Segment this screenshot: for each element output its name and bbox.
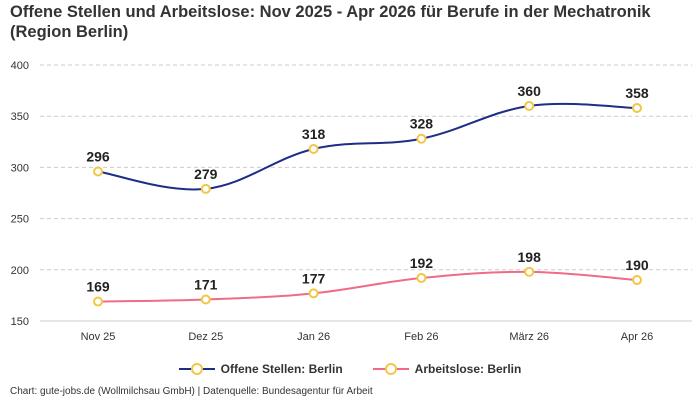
data-point[interactable] [524,100,535,111]
legend-item-offene-stellen[interactable]: Offene Stellen: Berlin [178,362,343,376]
data-point[interactable] [416,133,427,144]
legend-label-series2: Arbeitslose: Berlin [414,362,522,376]
data-point[interactable] [632,275,642,286]
series-line-1 [97,102,638,191]
legend-item-arbeitslose[interactable]: Arbeitslose: Berlin [372,362,522,376]
series-points [93,100,642,307]
data-label: 190 [625,257,649,273]
x-tick-label: Dez 25 [188,331,223,343]
data-label: 279 [194,166,218,182]
data-label: 192 [410,255,434,271]
x-tick-label: Feb 26 [404,331,438,343]
legend-label-series1: Offene Stellen: Berlin [220,362,343,376]
line-chart: 150 200 250 300 350 400 Nov 25 Dez 25 Jan 26 Feb… [11,60,692,343]
data-point[interactable] [416,272,427,283]
data-label: 360 [518,83,542,99]
x-tick-label: Jan 26 [297,331,330,343]
data-label: 318 [302,126,326,142]
data-label: 328 [410,116,434,132]
data-label: 358 [625,85,649,101]
legend-swatch-series1 [178,363,215,375]
legend-swatch-series2 [372,363,409,375]
x-axis-ticks: Nov 25 Dez 25 Jan 26 Feb 26 März 26 Apr 26 [81,331,654,343]
y-tick-label: 400 [11,60,29,72]
y-tick-label: 300 [11,162,29,174]
data-point[interactable] [93,166,103,177]
data-point[interactable] [524,266,535,277]
series-lines [97,102,638,303]
series-line-2 [97,270,638,303]
data-label: 177 [302,270,326,286]
data-point[interactable] [93,296,103,307]
x-tick-label: März 26 [509,331,549,343]
data-point[interactable] [200,183,211,194]
data-labels: 296 279 318 328 360 358 169 171 177 192 198 190 [86,83,649,295]
data-point[interactable] [632,103,642,114]
x-tick-label: Nov 25 [81,331,116,343]
data-label: 296 [86,148,110,164]
data-label: 169 [86,279,110,295]
y-tick-label: 350 [11,111,29,123]
y-tick-label: 200 [11,265,29,277]
grid-lines [40,64,692,322]
legend: Offene Stellen: Berlin Arbeitslose: Berl… [0,362,700,376]
chart-title: Offene Stellen und Arbeitslose: Nov 2025… [10,3,651,41]
data-label: 198 [518,249,542,265]
data-point[interactable] [308,288,319,299]
y-tick-label: 250 [11,214,29,226]
x-tick-label: Apr 26 [621,331,653,343]
data-label: 171 [194,276,218,292]
data-point[interactable] [200,294,211,305]
chart-footer: Chart: gute-jobs.de (Wollmilchsau GmbH) … [10,386,373,397]
y-tick-label: 150 [11,316,29,328]
y-axis-ticks: 150 200 250 300 350 400 [11,60,29,328]
data-point[interactable] [308,143,319,154]
